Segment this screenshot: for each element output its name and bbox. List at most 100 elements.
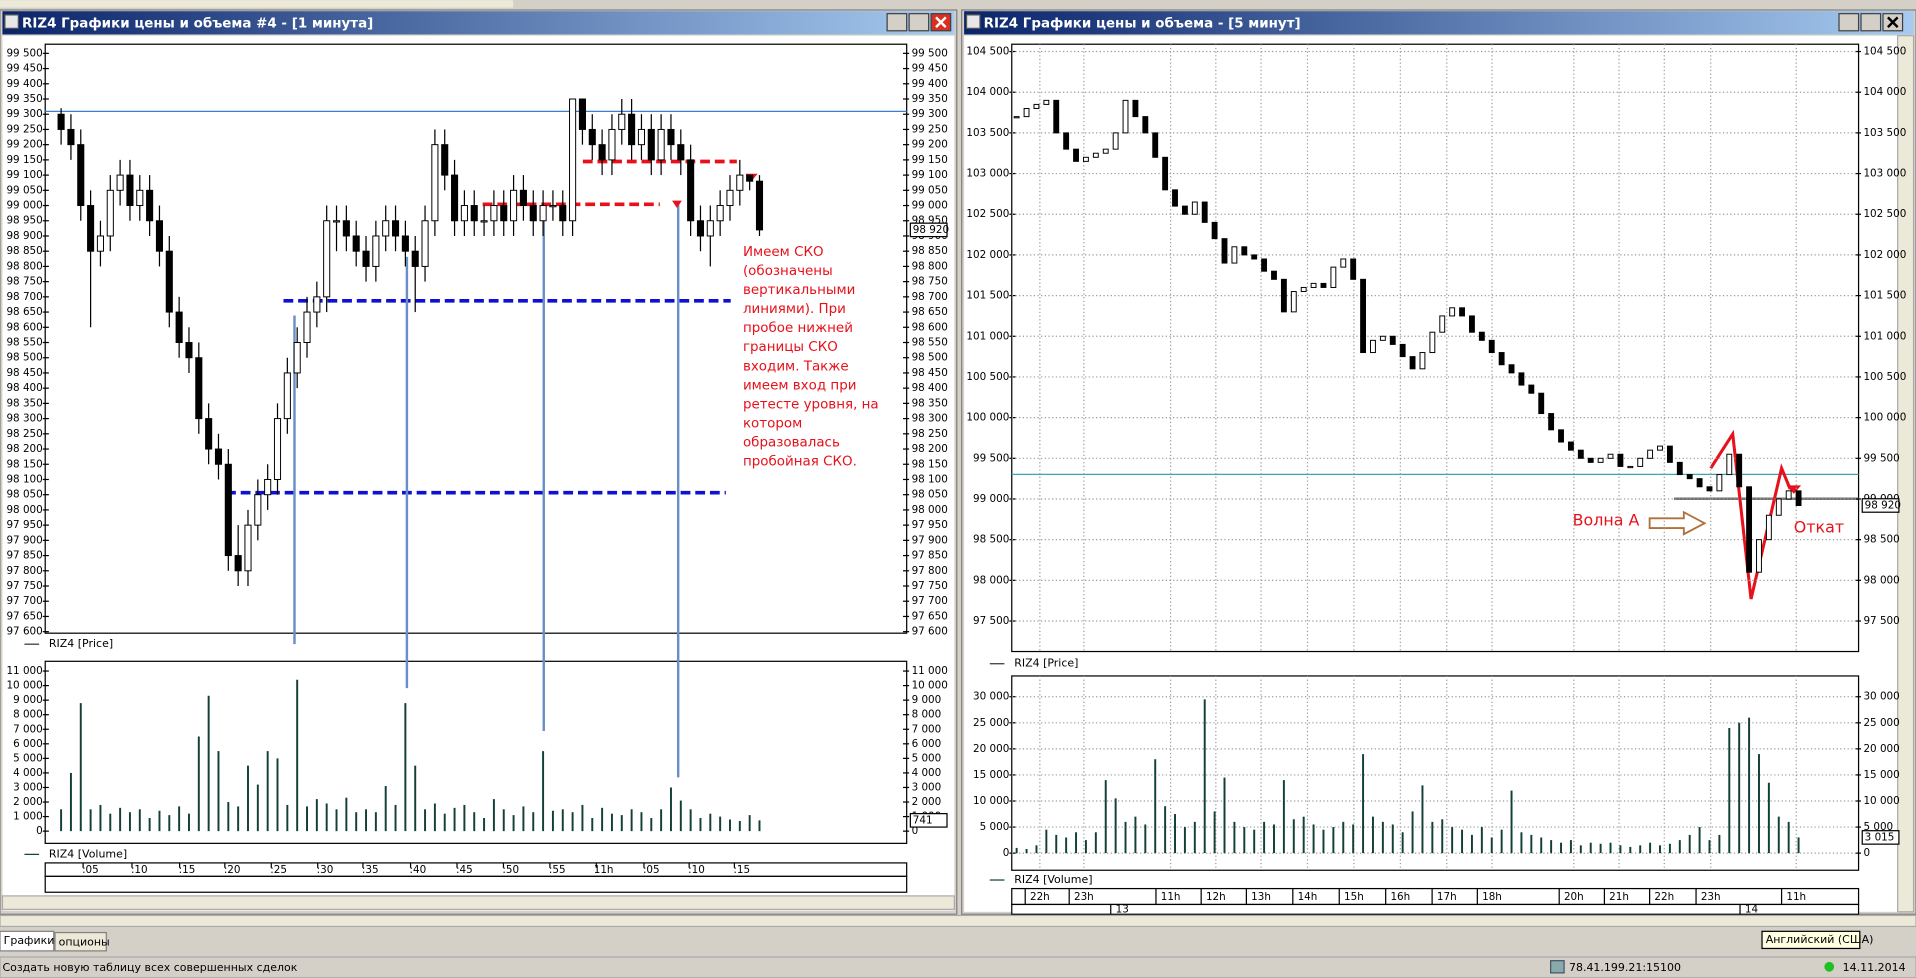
scrollbar[interactable] — [1, 895, 955, 910]
candle-body — [214, 448, 223, 465]
candle-body — [1647, 449, 1654, 459]
maximize-button[interactable] — [908, 13, 930, 32]
candle-body — [451, 174, 459, 222]
price-tag — [909, 813, 948, 828]
candle-body — [1726, 453, 1733, 476]
y-tick-label: 102 500 — [966, 208, 1009, 220]
minimize-button[interactable] — [1838, 13, 1860, 32]
tab[interactable] — [54, 931, 107, 952]
candle-body — [362, 250, 370, 267]
legend: RIZ4 [Price] — [1014, 657, 1078, 670]
candle-body — [677, 144, 685, 161]
candle-body — [1251, 254, 1258, 260]
candle-body — [1558, 429, 1564, 443]
y-tick-label: 103 000 — [966, 168, 1009, 180]
candle-body — [126, 174, 134, 207]
candle-body — [1419, 352, 1426, 370]
candle-body — [637, 128, 646, 146]
candle-body — [1587, 457, 1594, 463]
y-tick-label: 99 400 — [6, 78, 42, 90]
candle-body — [1716, 474, 1723, 492]
candle-body — [1162, 156, 1169, 191]
annotation: Волна А — [1573, 510, 1640, 529]
price-panel — [44, 43, 908, 634]
scrollbar[interactable] — [0, 914, 1916, 928]
note-line: вертикальными — [743, 283, 855, 298]
y-tick-label: 97 750 — [912, 580, 948, 592]
maximize-button[interactable] — [1860, 13, 1882, 32]
status-date: 14.11.2014 — [1843, 961, 1906, 974]
candle-body — [303, 311, 311, 343]
y-tick-label: 7 000 — [912, 723, 942, 735]
y-tick-label: 97 950 — [912, 519, 948, 531]
candle-body — [1756, 539, 1762, 573]
date-label: 13 — [1116, 903, 1129, 915]
candle-body — [1211, 221, 1218, 240]
tab[interactable] — [0, 930, 55, 952]
candle-body — [500, 205, 508, 222]
candle-body — [273, 418, 282, 480]
candle-body — [1092, 152, 1099, 158]
arrow — [1786, 485, 1802, 494]
minimize-button[interactable] — [886, 13, 908, 32]
y-tick-label: 99 050 — [6, 184, 42, 196]
candle-body — [1617, 453, 1624, 467]
y-tick-label: 98 850 — [912, 245, 948, 257]
candle-body — [1221, 238, 1228, 264]
x-tick-label: 14h — [1298, 891, 1318, 903]
y-tick-label: 98 050 — [6, 489, 42, 501]
candle-body — [136, 189, 144, 207]
price-tag — [909, 222, 948, 238]
y-tick-label: 98 600 — [6, 321, 42, 333]
candle-body — [1340, 258, 1347, 268]
candle-body — [254, 494, 262, 526]
date-axis — [44, 875, 908, 893]
y-tick-label: 9 000 — [912, 694, 942, 706]
legend: RIZ4 [Volume] — [49, 847, 127, 860]
candle-body — [1310, 282, 1317, 288]
scrollbar[interactable] — [1897, 35, 1915, 913]
y-tick-label: 99 200 — [6, 139, 42, 151]
y-tick-label: 98 200 — [912, 443, 948, 455]
y-tick-label: 2 000 — [13, 796, 43, 808]
candle-body — [1429, 331, 1436, 354]
y-tick-label: 97 850 — [912, 550, 948, 562]
y-tick-label: 99 000 — [973, 493, 1009, 505]
candle-body — [1518, 372, 1525, 386]
candle-body — [205, 418, 213, 450]
candle-body — [1785, 490, 1792, 500]
y-tick-label: 0 — [912, 825, 919, 837]
candle-body — [1409, 356, 1416, 370]
y-tick-label: 10 000 — [912, 680, 948, 692]
y-tick-label: 99 300 — [912, 108, 948, 120]
candle-body — [146, 189, 154, 222]
y-tick-label: 97 700 — [6, 595, 42, 607]
x-tick-label: :15 — [733, 864, 750, 876]
y-tick-label: 7 000 — [13, 723, 43, 735]
y-tick-label: 25 000 — [1863, 717, 1899, 729]
candle-body — [1686, 474, 1693, 480]
note-line: входим. Также — [743, 359, 849, 374]
tab-label[interactable]: опционы — [59, 935, 110, 948]
candle-body — [1607, 453, 1614, 459]
candle-body — [1320, 282, 1327, 288]
y-tick-label: 98 100 — [912, 473, 948, 485]
y-tick-label: 0 — [1003, 847, 1010, 859]
candle-body — [1280, 278, 1287, 313]
candle-body — [1706, 486, 1713, 492]
x-tick-label: :35 — [362, 864, 379, 876]
y-tick-label: 104 500 — [966, 46, 1009, 58]
y-tick-label: 100 000 — [1863, 412, 1906, 424]
x-tick-label: 23h — [1074, 891, 1094, 903]
y-tick-label: 102 000 — [1863, 249, 1906, 261]
toolbar — [0, 0, 514, 8]
tab-label[interactable]: Графики — [4, 934, 55, 947]
y-tick-label: 98 500 — [973, 534, 1009, 546]
x-tick-label: :25 — [270, 864, 287, 876]
candle-body — [1033, 103, 1040, 109]
y-tick-label: 20 000 — [1863, 743, 1899, 755]
candle-body — [1676, 461, 1683, 476]
y-tick-label: 99 500 — [1863, 452, 1899, 464]
candle-body — [391, 220, 400, 237]
y-tick-label: 101 000 — [1863, 330, 1906, 342]
